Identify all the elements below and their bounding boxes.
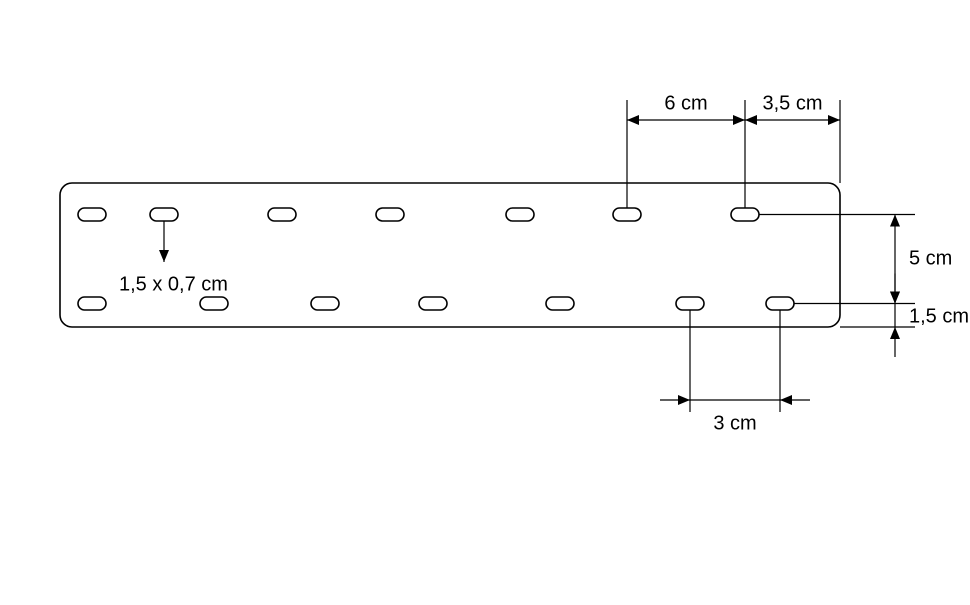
slot [268, 208, 296, 221]
dim-label: 6 cm [664, 92, 707, 114]
slot [200, 297, 228, 310]
slot [150, 208, 178, 221]
slot [731, 208, 759, 221]
slot [676, 297, 704, 310]
dim-label: 1,5 x 0,7 cm [119, 273, 228, 295]
slot [311, 297, 339, 310]
technical-drawing: 6 cm 3,5 cm 5 cm 1,5 cm 3 cm 1,5 x 0,7 cm [0, 0, 970, 600]
plate-outline [60, 183, 840, 327]
slot [613, 208, 641, 221]
slot [419, 297, 447, 310]
slot [506, 208, 534, 221]
slot [546, 297, 574, 310]
slot [376, 208, 404, 221]
slot [78, 208, 106, 221]
slot [78, 297, 106, 310]
dim-label: 1,5 cm [909, 306, 969, 328]
slot [766, 297, 794, 310]
dim-label: 3,5 cm [762, 92, 822, 114]
dim-label: 5 cm [909, 247, 952, 269]
dim-label: 3 cm [713, 412, 756, 434]
